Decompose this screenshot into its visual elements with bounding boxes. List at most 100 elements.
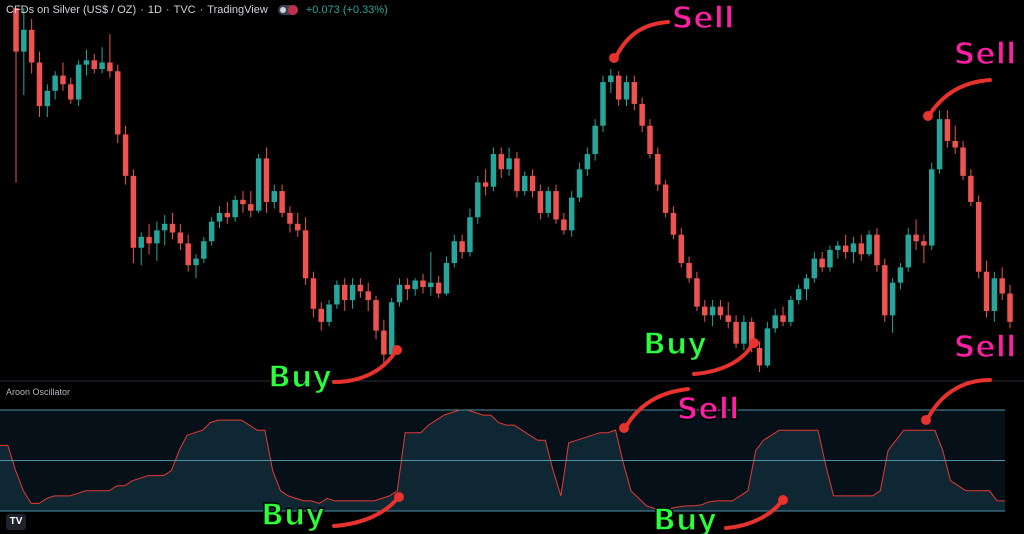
arrow-head-icon	[619, 423, 629, 433]
candle-body	[36, 62, 43, 107]
candle	[600, 75, 606, 133]
candle-body	[748, 321, 755, 349]
candle	[835, 241, 841, 259]
candle	[295, 212, 301, 237]
candle	[13, 8, 19, 183]
candle-body	[44, 90, 51, 107]
candle	[459, 234, 465, 259]
candle-body	[428, 282, 434, 287]
candle-body	[717, 306, 724, 316]
candle	[365, 282, 371, 311]
visibility-toggle-icon[interactable]	[277, 5, 298, 15]
candle-body	[913, 234, 919, 242]
candle	[498, 147, 504, 179]
candle	[983, 260, 990, 318]
candle-body	[388, 302, 395, 355]
signal-label: Sell	[677, 392, 740, 427]
candle-body	[936, 119, 943, 170]
candle-body	[420, 280, 426, 287]
candle-body	[154, 230, 160, 244]
candle	[897, 263, 904, 290]
candle-body	[764, 328, 771, 366]
signal-label: Sell	[954, 330, 1017, 365]
candle	[341, 278, 348, 311]
candle-body	[514, 158, 520, 192]
candle-body	[28, 29, 35, 63]
candle	[161, 215, 168, 246]
candle-body	[396, 284, 403, 303]
candle-body	[623, 82, 630, 100]
candle	[545, 186, 551, 218]
oscillator-pane[interactable]	[0, 409, 1005, 512]
candle-body	[897, 267, 904, 283]
candle	[702, 300, 708, 322]
candle-body	[874, 234, 880, 266]
candle	[506, 147, 512, 176]
candle	[850, 236, 857, 264]
candle	[326, 300, 332, 327]
platform-label: TradingView	[207, 4, 268, 16]
annotation-layer: Sell Sell Sell Sell Buy Buy Buy Buy	[260, 0, 1017, 534]
arrow-head-icon	[609, 53, 619, 63]
candle-body	[451, 241, 458, 264]
candle-body	[357, 284, 364, 292]
candle	[357, 278, 364, 298]
candle-body	[584, 154, 591, 170]
symbol-name[interactable]: CFDs on Silver (US$ / OZ)	[6, 4, 137, 16]
candle	[396, 278, 403, 307]
signal-arrow	[926, 378, 992, 420]
separator: ·	[165, 4, 170, 16]
candle-body	[224, 212, 231, 218]
signal-annotation: Buy	[267, 345, 402, 396]
price-pane[interactable]	[13, 8, 1013, 372]
candle	[475, 175, 481, 224]
candle	[999, 267, 1005, 301]
tradingview-logo-icon[interactable]: TV	[6, 514, 26, 530]
candle-body	[1007, 293, 1013, 322]
candle-body	[631, 82, 638, 104]
candle-body	[827, 249, 833, 268]
candle-body	[271, 191, 278, 202]
candle-body	[772, 315, 778, 329]
candle	[960, 140, 966, 181]
signal-annotation: Sell	[619, 387, 740, 433]
candle-body	[835, 245, 841, 250]
candle-body	[858, 243, 865, 255]
candle	[522, 171, 528, 196]
interval-label[interactable]: 1D	[147, 4, 162, 16]
candle-body	[561, 219, 567, 231]
candle-body	[334, 284, 340, 305]
candle-body	[365, 291, 371, 301]
candle-body	[600, 82, 606, 126]
candle-body	[568, 197, 575, 231]
candle	[709, 300, 716, 327]
candle	[240, 191, 246, 213]
oscillator-label[interactable]: Aroon Oscillator	[6, 387, 71, 397]
candle	[725, 302, 731, 329]
candle	[420, 273, 426, 294]
candle-body	[968, 175, 974, 202]
signal-label: Buy	[268, 360, 332, 395]
signal-arrow	[625, 387, 690, 427]
signal-arrow	[332, 350, 397, 384]
candle	[302, 217, 309, 285]
candle	[655, 147, 661, 192]
chart-header: CFDs on Silver (US$ / OZ) · 1D · TVC · T…	[6, 4, 388, 16]
candle	[576, 162, 583, 202]
candle	[318, 302, 324, 331]
candle	[741, 315, 747, 351]
candle	[647, 119, 653, 159]
candle	[686, 256, 692, 283]
candle	[28, 18, 35, 74]
signal-arrow	[928, 78, 992, 116]
candle	[451, 234, 458, 268]
candle-body	[741, 321, 747, 344]
candle	[177, 223, 184, 250]
candle	[858, 234, 865, 261]
candle-body	[412, 280, 418, 290]
candle	[373, 295, 379, 340]
separator: ·	[199, 4, 204, 16]
candle	[952, 125, 958, 155]
arrow-head-icon	[392, 345, 402, 355]
